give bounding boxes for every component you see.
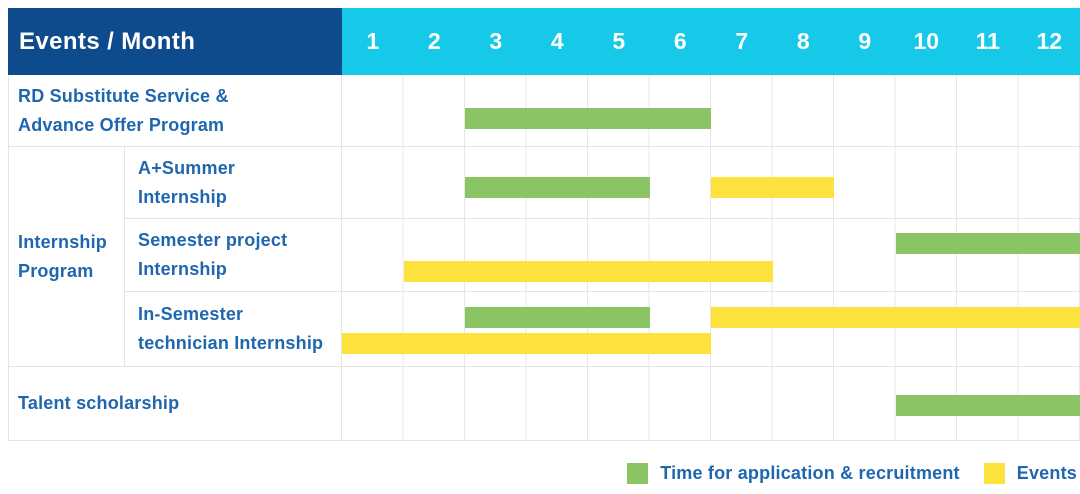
- row-talent-scholarship: Talent scholarship: [9, 367, 1080, 441]
- month-header-strip: 123456789101112: [342, 8, 1080, 75]
- month-header-cell: 11: [957, 8, 1019, 75]
- row-semester-project: Semester project Internship: [125, 219, 1080, 292]
- month-header-cell: 2: [404, 8, 466, 75]
- row-label-semester-project: Semester project Internship: [125, 219, 342, 291]
- row-label-line: Internship: [138, 183, 341, 212]
- gantt-bar-yellow: [711, 177, 834, 198]
- gantt-chart-canvas: Events / Month 123456789101112 RD Substi…: [0, 0, 1080, 494]
- gantt-bar-yellow: [342, 333, 711, 354]
- row-a-summer: A+Summer Internship: [125, 147, 1080, 219]
- month-header-cell: 6: [650, 8, 712, 75]
- row-label-rd-substitute: RD Substitute Service & Advance Offer Pr…: [9, 75, 342, 146]
- gantt-bar-green: [896, 395, 1080, 416]
- row-label-line: A+Summer: [138, 154, 341, 183]
- timeline-cell-rd-substitute: [342, 75, 1080, 146]
- month-header-cell: 4: [527, 8, 589, 75]
- month-header-cell: 5: [588, 8, 650, 75]
- timeline-cell-a-summer: [342, 147, 1080, 218]
- row-label-in-semester: In-Semester technician Internship: [125, 292, 342, 366]
- legend-label: Time for application & recruitment: [660, 463, 960, 484]
- group-label-line: Program: [18, 257, 124, 286]
- row-label-line: Semester project: [138, 226, 341, 255]
- gantt-table: Events / Month 123456789101112 RD Substi…: [8, 8, 1080, 441]
- timeline-cell-in-semester: [342, 292, 1080, 366]
- group-label-internship-program: Internship Program: [9, 147, 125, 366]
- header-row: Events / Month 123456789101112: [8, 8, 1080, 75]
- month-header-cell: 7: [711, 8, 773, 75]
- row-rd-substitute: RD Substitute Service & Advance Offer Pr…: [9, 75, 1080, 147]
- month-header-cell: 3: [465, 8, 527, 75]
- group-internship-program: Internship Program A+Summer Internship S…: [9, 147, 1080, 367]
- gantt-bar-green: [465, 177, 650, 198]
- legend-item-application-recruitment: Time for application & recruitment: [627, 463, 960, 484]
- row-label-line: In-Semester: [138, 300, 341, 329]
- gantt-bar-yellow: [711, 307, 1080, 328]
- row-label-a-summer: A+Summer Internship: [125, 147, 342, 218]
- row-label-line: Internship: [138, 255, 341, 284]
- month-header-cell: 10: [896, 8, 958, 75]
- month-header-cell: 8: [773, 8, 835, 75]
- legend-label: Events: [1017, 463, 1077, 484]
- month-header-cell: 12: [1019, 8, 1080, 75]
- gantt-bar-green: [465, 307, 650, 328]
- gantt-bar-green: [465, 108, 711, 129]
- group-subrows: A+Summer Internship Semester project Int…: [125, 147, 1080, 366]
- events-month-header-label: Events / Month: [19, 28, 195, 56]
- yellow-swatch-icon: [984, 463, 1005, 484]
- timeline-cell-talent-scholarship: [342, 367, 1080, 440]
- row-label-line: technician Internship: [138, 329, 341, 358]
- gantt-bar-yellow: [404, 261, 773, 282]
- row-label-line: Advance Offer Program: [18, 111, 341, 140]
- events-month-header-cell: Events / Month: [8, 8, 342, 75]
- gantt-bar-green: [896, 233, 1080, 254]
- legend-item-events: Events: [984, 463, 1077, 484]
- row-in-semester: In-Semester technician Internship: [125, 292, 1080, 366]
- group-label-line: Internship: [18, 228, 124, 257]
- row-label-line: RD Substitute Service &: [18, 82, 341, 111]
- month-header-cell: 1: [342, 8, 404, 75]
- legend: Time for application & recruitment Event…: [627, 463, 1077, 484]
- timeline-cell-semester-project: [342, 219, 1080, 291]
- month-header-cell: 9: [834, 8, 896, 75]
- row-label-line: Talent scholarship: [18, 389, 341, 418]
- green-swatch-icon: [627, 463, 648, 484]
- row-label-talent-scholarship: Talent scholarship: [9, 367, 342, 440]
